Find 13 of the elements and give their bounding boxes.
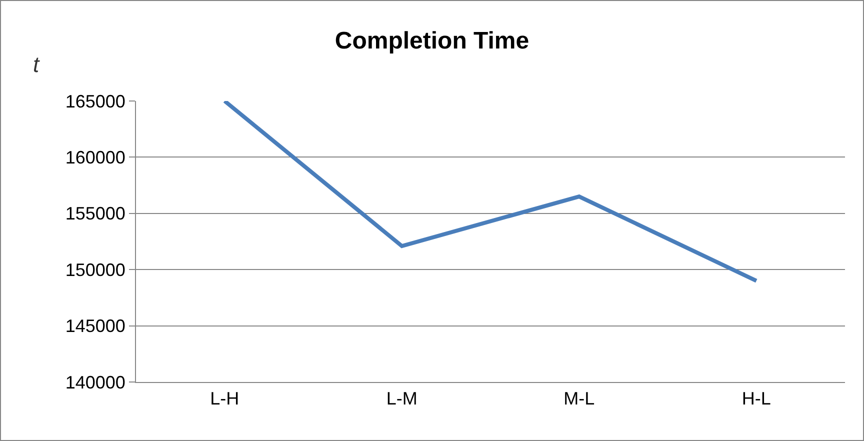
x-tick-label: H-L (742, 388, 771, 409)
y-tick-label: 165000 (65, 91, 126, 112)
x-tick-label: L-H (210, 388, 240, 409)
y-axis-title: t (33, 52, 40, 77)
y-tick-label: 145000 (65, 316, 126, 336)
y-tick-label: 155000 (65, 204, 126, 224)
line-series (222, 101, 758, 283)
chart-title: Completion Time (334, 28, 530, 55)
y-tick-label: 150000 (65, 260, 126, 280)
y-tick-label: 140000 (65, 372, 126, 392)
x-tick-label: M-L (564, 388, 595, 409)
x-tick-label: L-M (386, 388, 418, 409)
y-tick-label: 160000 (65, 148, 126, 168)
